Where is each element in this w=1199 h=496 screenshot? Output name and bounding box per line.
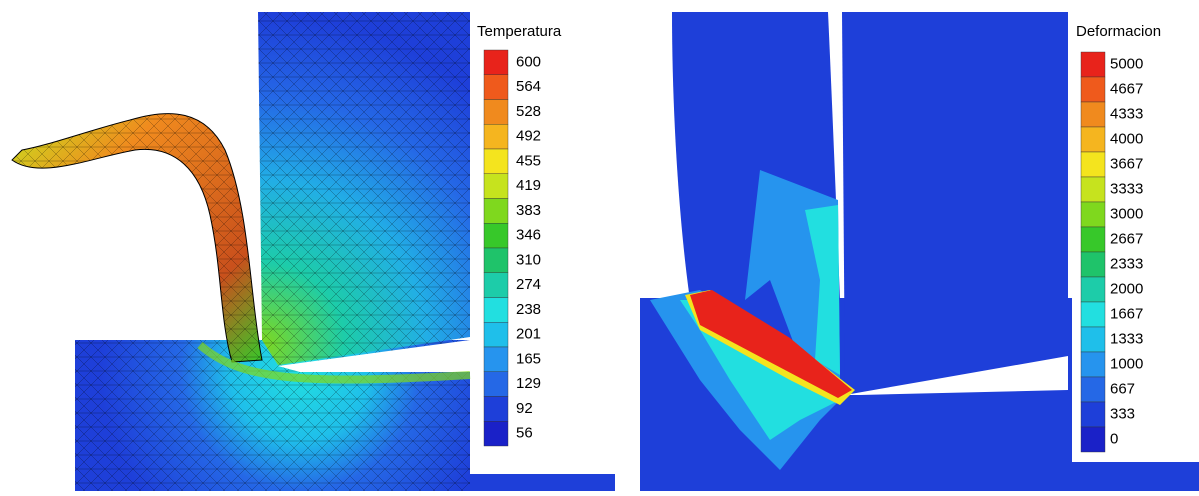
legend-swatch [484,223,508,248]
legend-swatch [484,421,508,446]
legend-label: 0 [1110,430,1118,447]
legend-label: 1333 [1110,330,1143,347]
legend-swatch [484,322,508,347]
legend-label: 5000 [1110,55,1143,72]
legend-swatch [1081,327,1105,352]
legend-label: 129 [516,375,541,392]
legend-swatch [1081,402,1105,427]
legend-label: 2667 [1110,230,1143,247]
legend-swatch [1081,127,1105,152]
legend-label: 333 [1110,405,1135,422]
legend-swatch [1081,77,1105,102]
legend-label: 1000 [1110,355,1143,372]
legend-swatch [484,347,508,372]
legend-label: 274 [516,276,541,293]
legend-label: 383 [516,202,541,219]
legend-label: 4667 [1110,80,1143,97]
legend-swatch [484,50,508,75]
legend-label: 667 [1110,380,1135,397]
legend-swatch [1081,302,1105,327]
legend-swatch [1081,152,1105,177]
legend-swatch [484,248,508,273]
legend-swatch [484,372,508,397]
legend-label: 56 [516,425,533,442]
legend-swatch [484,298,508,323]
legend-swatch [1081,227,1105,252]
legend-swatch [484,75,508,100]
legend-swatch [484,397,508,422]
legend-label: 492 [516,128,541,145]
legend-label: 455 [516,152,541,169]
legend-label: 165 [516,350,541,367]
legend-swatch [1081,377,1105,402]
legend-swatch [1081,177,1105,202]
legend-label: 346 [516,227,541,244]
figure: Temperatura Deformacion 600 564 528 492 455 4… [0,0,1199,491]
legend-swatch [1081,352,1105,377]
tool [842,12,1068,395]
legend-swatch [1081,202,1105,227]
legend-label: 201 [516,326,541,343]
legend-label: 419 [516,177,541,194]
legend-label: 3667 [1110,155,1143,172]
legend-swatch [484,174,508,199]
legend-swatch [484,199,508,224]
legend-swatch [484,149,508,174]
workpiece-edge [470,474,615,491]
legend-label: 528 [516,103,541,120]
legend-label: 3000 [1110,205,1143,222]
legend-swatch [1081,52,1105,77]
legend-label: 4000 [1110,130,1143,147]
legend-label: 310 [516,251,541,268]
legend-label: 238 [516,301,541,318]
legend-label: 564 [516,78,541,95]
legend-swatch [1081,277,1105,302]
legend-swatch [1081,427,1105,452]
legend-label: 1667 [1110,305,1143,322]
legend-label: 600 [516,53,541,70]
legend-swatch [1081,252,1105,277]
legend-swatch [484,124,508,149]
legend-label: 2000 [1110,280,1143,297]
page: Temperatura Deformacion 600 564 528 492 455 4… [0,0,1199,491]
legend-label: 2333 [1110,255,1143,272]
legend-label: 4333 [1110,105,1143,122]
tool-mesh [258,12,470,365]
legend-swatch [484,273,508,298]
legend-swatch [484,100,508,125]
legend-title: Deformacion [1076,23,1161,40]
legend-label: 3333 [1110,180,1143,197]
legend-swatch [1081,102,1105,127]
legend-label: 92 [516,400,533,417]
legend-title: Temperatura [477,23,562,40]
